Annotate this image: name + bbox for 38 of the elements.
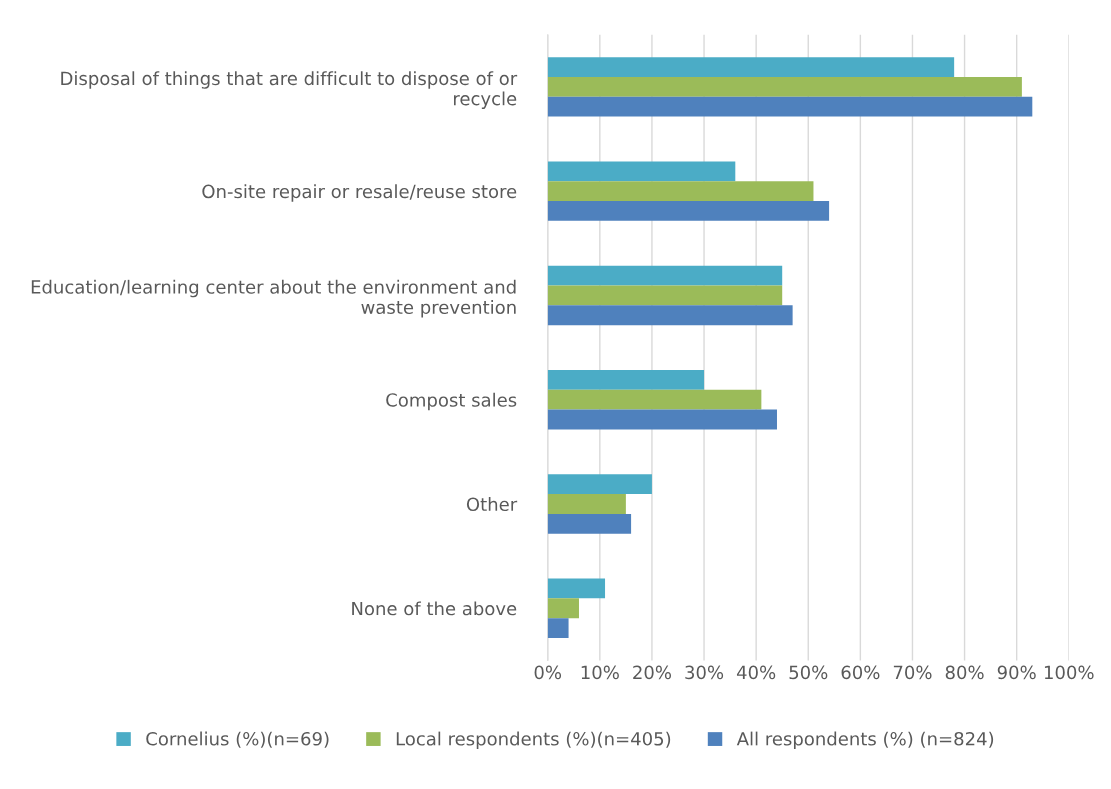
bar [547,305,793,326]
x-tick-label: 80% [945,665,984,680]
x-tick-label: 20% [633,665,671,680]
bar [547,181,814,202]
bar [547,513,632,534]
bar [547,201,830,221]
bar [547,161,736,182]
bar [547,285,783,306]
bar [547,389,762,410]
x-tick-label: 50% [789,665,828,680]
y-tick-label: Compost sales [386,392,517,411]
x-tick-label: 10% [581,665,619,680]
bar [547,578,606,599]
bar [547,494,626,514]
y-tick-label: None of the above [352,601,517,616]
x-tick-label: 60% [841,665,880,680]
bar [547,265,783,286]
bar [547,57,955,77]
x-tick-label: 90% [997,665,1036,680]
bar [547,76,1022,97]
x-tick-label: 30% [685,665,724,680]
bar [547,409,777,430]
legend-label: All respondents (%) (n=824) [736,731,994,750]
bar [547,618,569,638]
legend-label: Cornelius (%)(n=69) [146,731,329,748]
bar [547,598,579,619]
y-tick-label: Education/learning center about the environment and waste prevention [31,279,516,318]
y-tick-label: Other [466,497,518,512]
x-tick-label: 0% [534,665,562,680]
bar [547,474,652,495]
y-tick-label: On-site repair or resale/reuse store [202,184,517,202]
x-tick-label: 40% [736,665,776,680]
x-tick-label: 70% [893,665,932,680]
bar [547,369,705,390]
legend-label: Local respondents (%)(n=405) [396,731,671,750]
y-tick-label: Disposal of things that are difficult to dispose of or recycle [61,71,518,109]
x-tick-label: 100% [1044,665,1094,680]
bar [547,96,1033,117]
